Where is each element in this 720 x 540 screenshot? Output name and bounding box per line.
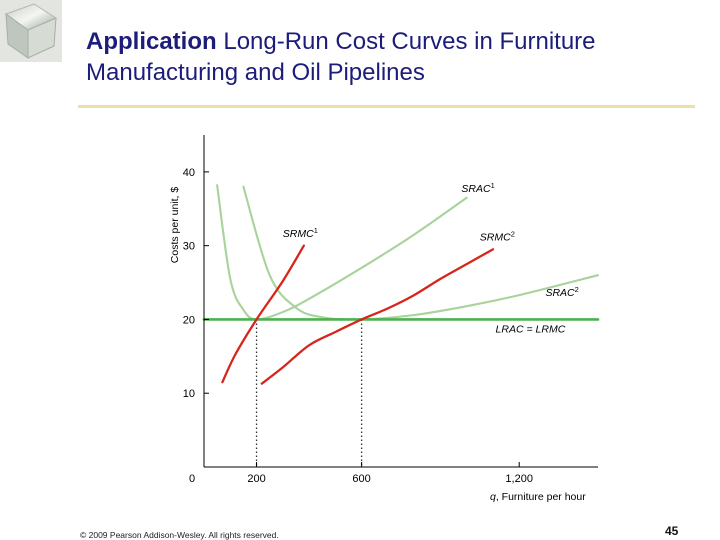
- title-rule: [78, 105, 695, 108]
- title-lead: Application: [86, 28, 217, 55]
- series-label-srac2: SRAC2: [545, 285, 578, 299]
- series-label-srmc1: SRMC1: [283, 226, 318, 240]
- series-label-name: LRAC = LRMC: [496, 324, 566, 336]
- series-label-sup: 2: [575, 285, 579, 294]
- y-axis-title: Costs per unit, $: [169, 187, 181, 264]
- curves-layer: [202, 184, 600, 385]
- title-rest: Long-Run Cost Curves in Furniture Manufa…: [86, 28, 596, 86]
- series-label-sup: 1: [314, 226, 318, 235]
- x-tick-label-600: 600: [352, 473, 370, 485]
- series-label-name: SRMC: [480, 232, 511, 244]
- guides-layer: [255, 319, 363, 467]
- series-label-sup: 2: [511, 230, 515, 239]
- series-label-name: SRMC: [283, 228, 314, 240]
- series-line-srac2: [242, 185, 600, 321]
- series-label-name: SRAC: [461, 183, 491, 195]
- copyright-notice: © 2009 Pearson Addison-Wesley. All right…: [80, 530, 279, 540]
- x-axis-title-rest: , Furniture per hour: [496, 491, 586, 503]
- x-axis-title-var: q: [490, 491, 496, 503]
- series-label-sup: 1: [491, 181, 495, 190]
- y-tick-label-40: 40: [183, 167, 195, 179]
- series-line-srmc2: [260, 248, 495, 385]
- slide-title: Application Long-Run Cost Curves in Furn…: [86, 26, 706, 88]
- series-line-srac1: [216, 184, 468, 321]
- ticks-layer: 10 20 30 40 0 200 600 1,200: [183, 167, 533, 485]
- x-tick-label-1200: 1,200: [505, 473, 533, 485]
- series-label-srmc2: SRMC2: [480, 230, 515, 244]
- series-label-lrac: LRAC = LRMC: [496, 324, 566, 336]
- x-tick-label-0: 0: [189, 473, 195, 485]
- x-tick-label-200: 200: [247, 473, 265, 485]
- y-tick-label-20: 20: [183, 314, 195, 326]
- slide-number: 45: [665, 524, 679, 538]
- x-axis-title: q, Furniture per hour: [490, 491, 586, 503]
- axes-layer: [203, 135, 598, 468]
- series-line-srmc1: [221, 244, 305, 384]
- glass-cube-logo: [0, 0, 62, 62]
- series-label-name: SRAC: [545, 287, 575, 299]
- y-tick-label-10: 10: [183, 388, 195, 400]
- y-tick-label-30: 30: [183, 241, 195, 253]
- series-label-srac1: SRAC1: [461, 181, 494, 195]
